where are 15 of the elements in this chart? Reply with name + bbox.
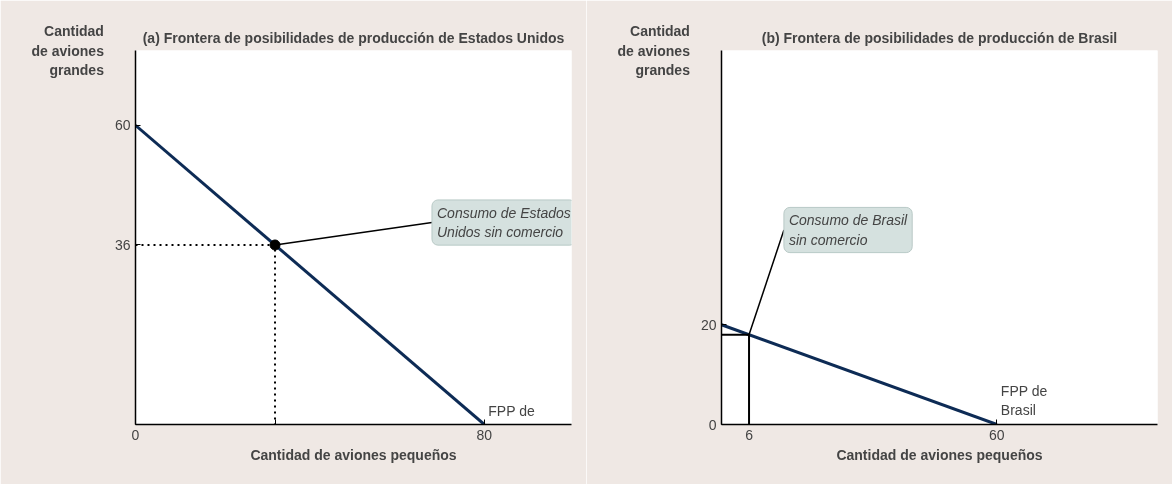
x-tick-label: 60 [989,426,1005,443]
annotation: Consumo de Estados Unidos sin comercio [436,204,571,241]
y-axis-title: Cantidad de aviones grandes [617,23,691,78]
chart-title: (b) Frontera de posibilidades de producción de Brasil [761,29,1118,46]
annotation: FPP de Brasil [1000,383,1048,419]
x-axis-title: Cantidad de aviones pequeños [836,446,1043,463]
y-tick-label: 20 [700,316,717,333]
x-axis-title: Cantidad de aviones pequeños [250,446,457,463]
chart-title: (a) Frontera de posibilidades de producción de Estados Unidos [142,29,565,46]
annotation: FPP de [488,402,535,419]
x-tick-label: 80 [476,426,493,443]
y-axis-title: Cantidad de aviones grandes [31,23,105,78]
annotation: Consumo de Brasil sin comercio [788,212,909,248]
x-tick-label: 6 [745,426,754,443]
y-tick-label: 36 [114,236,131,253]
